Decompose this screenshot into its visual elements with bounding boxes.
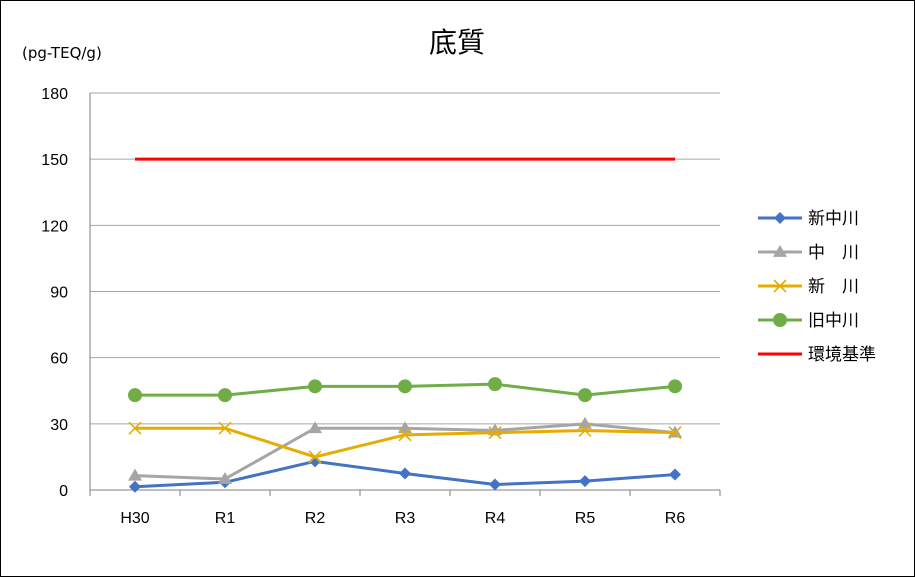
x-tick-R4: R4 (485, 510, 506, 527)
data-point-3-1 (218, 388, 232, 403)
data-point-2-1 (218, 421, 232, 435)
data-point-0-0 (129, 480, 141, 493)
data-point-0-3 (399, 467, 411, 480)
data-point-3-4 (488, 377, 502, 392)
x-stroke (773, 279, 787, 293)
legend-label-3: 旧中川 (808, 311, 859, 331)
legend-label-0: 新中川 (808, 209, 859, 229)
chart-title: 底質 (429, 26, 485, 59)
legend-marker-3 (773, 313, 787, 327)
legend-item-1: 中 川 (758, 243, 859, 263)
x-stroke (128, 421, 142, 435)
data-point-3-2 (308, 379, 322, 394)
x-stroke (308, 450, 322, 464)
legend-item-3: 旧中川 (758, 311, 859, 331)
y-tick-60: 60 (50, 351, 68, 368)
data-point-1-3 (398, 421, 412, 434)
series-2 (128, 421, 682, 464)
axes (89, 93, 721, 496)
data-point-1-5 (578, 416, 592, 429)
series-0 (129, 455, 681, 493)
x-tick-labels: H30 R1 R2 R3 R4 R5 R6 (120, 510, 685, 527)
legend-marker-1 (773, 245, 787, 257)
data-point-3-3 (398, 379, 412, 394)
data-point-2-3 (398, 428, 412, 442)
data-point-2-5 (578, 423, 592, 438)
data-point-2-2 (308, 450, 322, 464)
x-tick-R5: R5 (575, 510, 596, 527)
y-tick-0: 0 (59, 483, 68, 500)
x-tick-R3: R3 (395, 510, 416, 527)
x-stroke (218, 421, 232, 435)
x-tick-R1: R1 (215, 510, 236, 527)
legend-marker-0 (774, 212, 786, 224)
data-point-0-5 (579, 475, 591, 488)
x-stroke (398, 428, 412, 442)
legend-label-1: 中 川 (808, 243, 859, 263)
data-point-1-2 (308, 421, 322, 434)
x-tick-R6: R6 (665, 510, 686, 527)
y-tick-180: 180 (41, 86, 68, 103)
data-point-3-6 (668, 379, 682, 394)
x-tick-H30: H30 (120, 510, 149, 527)
legend-item-4: 環境基準 (758, 345, 876, 365)
legend-label-2: 新 川 (808, 277, 859, 297)
data-point-0-4 (489, 478, 501, 491)
data-point-2-4 (488, 426, 502, 440)
legend-label-4: 環境基準 (808, 345, 876, 365)
y-unit-label: (pg-TEQ/g) (22, 44, 102, 62)
x-stroke (578, 423, 592, 438)
legend-marker-2 (773, 279, 787, 293)
legend-item-2: 新 川 (758, 277, 859, 297)
x-stroke (488, 426, 502, 440)
gridlines (90, 92, 720, 425)
y-tick-150: 150 (41, 152, 68, 169)
y-tick-30: 30 (50, 417, 68, 434)
series-3 (128, 377, 682, 403)
data-point-1-1 (218, 471, 232, 484)
data-point-3-5 (578, 388, 592, 403)
legend-item-0: 新中川 (758, 209, 859, 229)
data-point-2-6 (668, 426, 682, 440)
data-point-0-2 (309, 455, 321, 468)
y-tick-labels: 0 30 60 90 120 150 180 (41, 86, 68, 500)
y-tick-120: 120 (41, 218, 68, 235)
x-stroke (668, 426, 682, 440)
x-tick-R2: R2 (305, 510, 326, 527)
data-point-2-0 (128, 421, 142, 435)
data-point-1-0 (128, 468, 142, 481)
data-point-3-0 (128, 388, 142, 403)
series-lines (128, 157, 682, 493)
data-point-0-6 (669, 468, 681, 481)
y-tick-90: 90 (50, 285, 68, 302)
